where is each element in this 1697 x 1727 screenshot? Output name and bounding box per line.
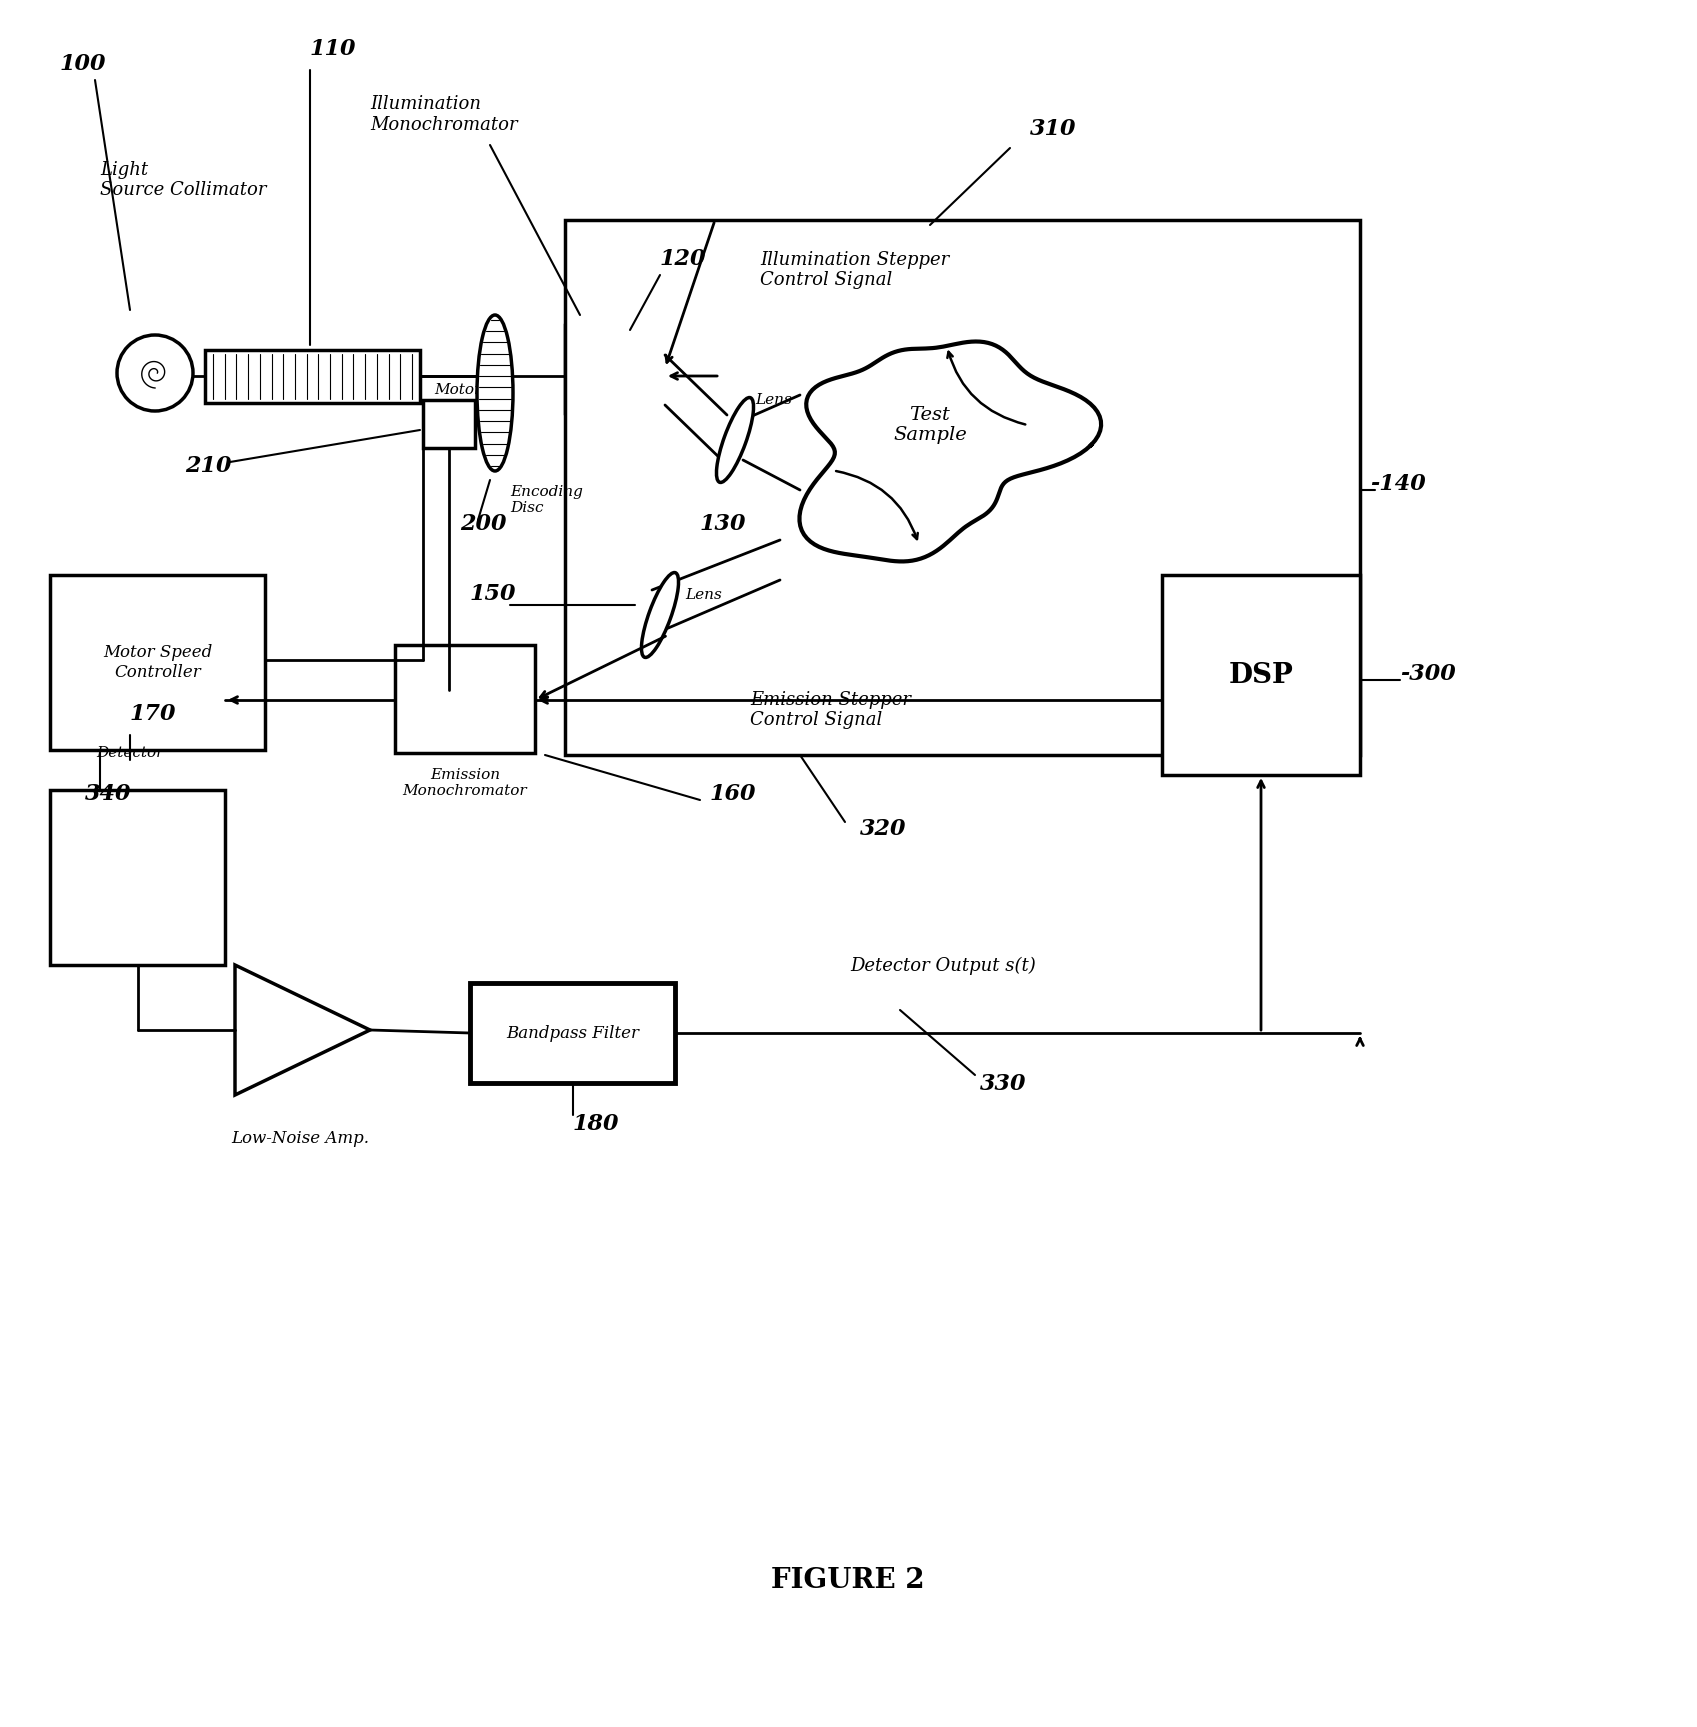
Text: Emission
Monochromator: Emission Monochromator xyxy=(402,769,528,798)
Polygon shape xyxy=(799,342,1101,561)
Text: Emission Stepper
Control Signal: Emission Stepper Control Signal xyxy=(750,691,911,729)
Bar xyxy=(49,789,226,965)
Text: Bandpass Filter: Bandpass Filter xyxy=(506,1024,640,1041)
Text: 320: 320 xyxy=(860,819,906,839)
Text: 340: 340 xyxy=(85,782,131,805)
Text: Detector: Detector xyxy=(97,746,163,760)
Text: Detector Output s(t): Detector Output s(t) xyxy=(850,957,1035,976)
Text: Low-Noise Amp.: Low-Noise Amp. xyxy=(231,1129,368,1147)
Text: 150: 150 xyxy=(470,584,516,604)
Bar xyxy=(1162,575,1359,775)
Text: 180: 180 xyxy=(572,1112,619,1135)
Text: 310: 310 xyxy=(1030,117,1076,140)
Text: 170: 170 xyxy=(131,703,176,725)
Text: 160: 160 xyxy=(709,782,757,805)
Text: Lens: Lens xyxy=(686,587,721,603)
Bar xyxy=(205,351,419,402)
Text: Encoding
Disc: Encoding Disc xyxy=(511,485,582,515)
Text: 330: 330 xyxy=(979,1072,1027,1095)
Text: Illumination Stepper
Control Signal: Illumination Stepper Control Signal xyxy=(760,250,949,290)
Ellipse shape xyxy=(641,573,679,658)
Text: Lens: Lens xyxy=(755,394,792,408)
Text: -140: -140 xyxy=(1369,473,1425,496)
Text: 110: 110 xyxy=(311,38,356,60)
Text: 210: 210 xyxy=(185,454,231,477)
Ellipse shape xyxy=(716,397,753,482)
Text: Light
Source Collimator: Light Source Collimator xyxy=(100,161,266,199)
Text: FIGURE 2: FIGURE 2 xyxy=(770,1566,925,1594)
Text: DSP: DSP xyxy=(1229,661,1293,689)
Text: -300: -300 xyxy=(1400,663,1456,686)
Text: Test
Sample: Test Sample xyxy=(893,406,967,444)
Text: Illumination
Monochromator: Illumination Monochromator xyxy=(370,95,518,133)
Bar xyxy=(423,401,475,447)
Text: 120: 120 xyxy=(660,249,706,269)
Bar xyxy=(470,983,675,1083)
Text: Motor: Motor xyxy=(434,383,482,397)
Bar xyxy=(49,575,265,750)
Text: 130: 130 xyxy=(699,513,747,535)
Bar xyxy=(565,325,665,413)
Bar xyxy=(565,219,1359,755)
Text: 100: 100 xyxy=(59,54,107,74)
Ellipse shape xyxy=(477,314,512,471)
Bar xyxy=(395,644,535,753)
Text: Motor Speed
Controller: Motor Speed Controller xyxy=(104,644,212,680)
Text: 200: 200 xyxy=(460,513,506,535)
